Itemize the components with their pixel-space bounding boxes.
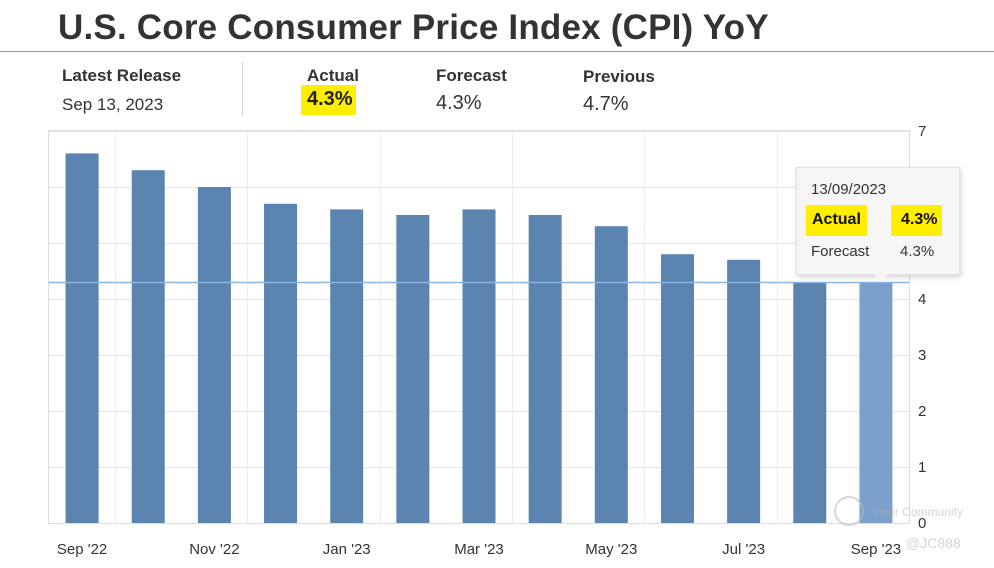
x-tick-label: Jan '23 <box>323 541 371 558</box>
watermark: Tiger Community @JC888 <box>832 494 982 554</box>
forecast-value: 4.3% <box>436 92 482 114</box>
bar-jan-23 <box>330 209 364 523</box>
y-tick-label: 3 <box>918 347 926 364</box>
x-tick-label: Sep '22 <box>57 541 107 558</box>
bar-sep-23 <box>859 282 893 523</box>
y-tick-label: 1 <box>918 459 926 476</box>
tiger-logo-icon <box>834 496 864 526</box>
bar-oct-22 <box>131 170 165 523</box>
actual-value: 4.3% <box>301 85 356 115</box>
header-separator <box>242 62 243 116</box>
bar-feb-23 <box>396 215 430 523</box>
previous-value: 4.7% <box>583 93 629 115</box>
tooltip-actual-value: 4.3% <box>891 205 943 236</box>
bar-may-23 <box>594 226 628 523</box>
bar-jul-23 <box>727 259 761 523</box>
tooltip-forecast-label: Forecast <box>811 243 870 260</box>
forecast-label: Forecast <box>436 66 507 85</box>
x-tick-label: Mar '23 <box>454 541 504 558</box>
title-divider <box>0 51 994 52</box>
plot-area-frame <box>48 130 910 524</box>
x-tick-label: Jul '23 <box>722 541 765 558</box>
y-tick-label: 0 <box>918 515 926 532</box>
x-tick-label: May '23 <box>585 541 637 558</box>
previous-label: Previous <box>583 67 655 86</box>
watermark-brand: Tiger Community <box>872 505 963 519</box>
x-tick-label: Sep '23 <box>851 541 901 558</box>
bar-nov-22 <box>197 187 231 523</box>
bar-mar-23 <box>462 209 496 523</box>
bar-aug-23 <box>793 282 827 523</box>
bar-apr-23 <box>528 215 562 523</box>
data-tooltip: 13/09/2023 Actual 4.3% Forecast 4.3% <box>796 167 960 275</box>
tooltip-date: 13/09/2023 <box>811 181 887 198</box>
latest-release-label: Latest Release <box>62 66 182 85</box>
tooltip-forecast-value: 4.3% <box>900 243 935 260</box>
tooltip-actual-label: Actual <box>806 205 867 236</box>
y-tick-label: 2 <box>918 403 926 420</box>
y-tick-label: 4 <box>918 291 926 308</box>
x-tick-label: Nov '22 <box>189 541 239 558</box>
tooltip-pointer <box>872 272 890 282</box>
bar-dec-22 <box>264 203 298 524</box>
watermark-user: @JC888 <box>906 535 961 551</box>
page-title: U.S. Core Consumer Price Index (CPI) YoY <box>58 8 769 47</box>
bar-jun-23 <box>660 254 694 523</box>
y-tick-label: 7 <box>918 123 926 140</box>
actual-label: Actual <box>307 66 359 85</box>
actual-value-highlight: 4.3% <box>301 85 356 115</box>
latest-release-date: Sep 13, 2023 <box>62 95 164 114</box>
bar-sep-22 <box>65 153 99 523</box>
